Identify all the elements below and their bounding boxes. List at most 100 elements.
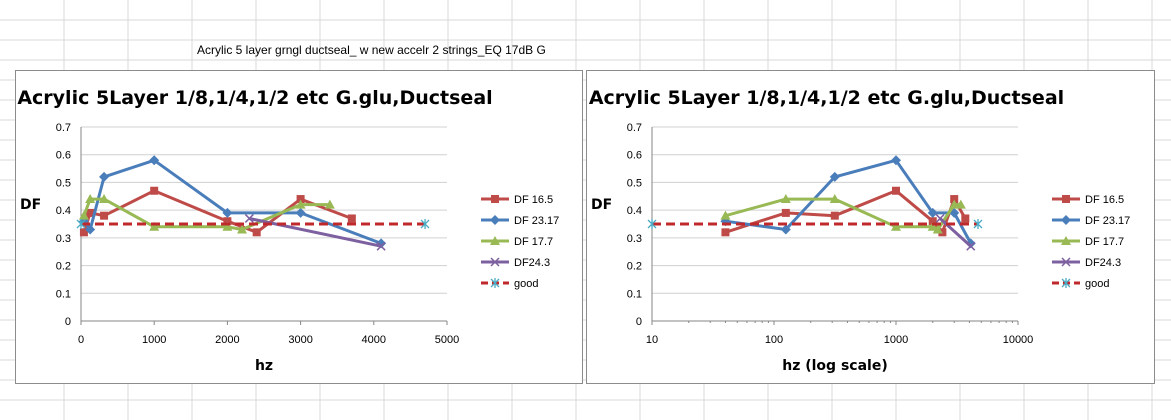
marker-df-17-7 — [927, 221, 938, 231]
y-axis-label: DF — [20, 197, 41, 213]
marker-df-17-7 — [149, 221, 160, 231]
y-tick-label: 0.7 — [56, 122, 71, 134]
legend-label: good — [1085, 278, 1109, 290]
marker-df-16-5 — [892, 186, 900, 195]
marker-df-23-17 — [295, 207, 306, 218]
x-tick-label: 100 — [765, 334, 783, 346]
x-tick-label: 0 — [78, 334, 84, 346]
marker-df-17-7 — [955, 199, 966, 209]
series-line-df-17-7 — [725, 197, 961, 231]
marker-df-17-7 — [780, 194, 791, 204]
marker-df-17-7 — [829, 194, 840, 204]
marker-df-23-17 — [891, 155, 901, 166]
y-tick-label: 0.2 — [56, 261, 71, 273]
chart-title: Acrylic 5Layer 1/8,1/4,1/2 etc G.glu,Duc… — [589, 87, 1064, 109]
chart-title: Acrylic 5Layer 1/8,1/4,1/2 etc G.glu,Duc… — [17, 87, 492, 109]
series-df-23-17 — [720, 155, 976, 249]
x-tick-label: 2000 — [215, 334, 239, 346]
marker-good — [973, 219, 983, 229]
x-tick-label: 10 — [646, 334, 658, 346]
x-tick-label: 10000 — [1003, 334, 1034, 346]
legend-item-df-23-17: DF 23.17 — [1052, 215, 1130, 227]
y-tick-label: 0.7 — [627, 122, 642, 134]
y-tick-label: 0.6 — [627, 150, 642, 162]
marker-good — [420, 219, 430, 229]
marker-good — [76, 219, 86, 229]
y-tick-label: 0.6 — [56, 150, 71, 162]
marker-df-23-17 — [490, 215, 500, 225]
marker-df-16-5 — [938, 228, 947, 237]
y-tick-label: 0.1 — [627, 288, 642, 300]
marker-df-16-5 — [1062, 195, 1070, 203]
y-tick-label: 0.2 — [627, 261, 642, 273]
marker-df-16-5 — [296, 195, 305, 204]
marker-df-23-17 — [1061, 215, 1071, 225]
marker-df-17-7 — [85, 194, 96, 204]
y-tick-label: 0.5 — [56, 177, 71, 189]
marker-df-23-17 — [222, 207, 233, 218]
marker-df-17-7 — [891, 221, 901, 231]
series-good — [647, 219, 983, 229]
y-tick-label: 0 — [636, 316, 642, 328]
x-tick-label: 4000 — [362, 334, 386, 346]
legend-label: DF24.3 — [1085, 257, 1121, 269]
y-tick-label: 0.5 — [627, 177, 642, 189]
chart-log-scale[interactable]: Acrylic 5Layer 1/8,1/4,1/2 etc G.glu,Duc… — [586, 70, 1155, 384]
marker-df-17-7 — [1061, 236, 1071, 245]
series-df-17-7 — [720, 194, 966, 234]
marker-df-17-7 — [932, 224, 943, 234]
marker-df-16-5 — [830, 211, 839, 220]
marker-df-23-17 — [927, 207, 938, 218]
marker-good — [647, 219, 657, 229]
marker-df-16-5 — [347, 214, 356, 223]
marker-df-23-17 — [99, 171, 110, 182]
marker-df-23-17 — [829, 171, 840, 182]
marker-df24-3 — [1061, 257, 1071, 267]
marker-df-17-7 — [949, 199, 960, 209]
legend-item-df24-3: DF24.3 — [481, 257, 550, 269]
marker-df-16-5 — [79, 228, 88, 237]
marker-df-16-5 — [721, 228, 730, 237]
legend-item-df-23-17: DF 23.17 — [481, 215, 559, 227]
y-tick-label: 0.3 — [56, 233, 71, 245]
marker-df-16-5 — [252, 228, 261, 237]
marker-df-17-7 — [324, 199, 335, 209]
series-line-df24-3 — [939, 217, 972, 248]
marker-df-16-5 — [491, 195, 499, 203]
marker-df-17-7 — [78, 210, 89, 220]
marker-df24-3 — [490, 257, 500, 267]
sheet-title: Acrylic 5 layer grngl ductseal_ w new ac… — [197, 43, 546, 57]
legend-label: DF 16.5 — [1085, 194, 1124, 206]
marker-df-23-17 — [149, 155, 160, 166]
marker-df24-3 — [376, 241, 386, 251]
legend-label: DF 17.7 — [514, 236, 553, 248]
chart-linear-svg: Acrylic 5Layer 1/8,1/4,1/2 etc G.glu,Duc… — [17, 87, 559, 374]
legend-label: good — [514, 278, 538, 290]
marker-df-16-5 — [223, 217, 232, 226]
x-tick-label: 1000 — [142, 334, 166, 346]
x-axis-label: hz — [255, 358, 273, 374]
x-tick-label: 5000 — [435, 334, 459, 346]
marker-df-17-7 — [237, 224, 248, 234]
marker-df-16-5 — [928, 217, 937, 226]
legend-label: DF 23.17 — [1085, 215, 1130, 227]
marker-good — [1061, 278, 1071, 288]
marker-df-16-5 — [781, 208, 790, 217]
legend-label: DF24.3 — [514, 257, 550, 269]
marker-df-23-17 — [85, 224, 96, 235]
marker-df24-3 — [966, 241, 976, 251]
chart-linear-scale[interactable]: Acrylic 5Layer 1/8,1/4,1/2 etc G.glu,Duc… — [15, 70, 583, 384]
chart-log-svg: Acrylic 5Layer 1/8,1/4,1/2 etc G.glu,Duc… — [589, 87, 1130, 374]
y-tick-label: 0.4 — [56, 205, 71, 217]
legend-item-df-16-5: DF 16.5 — [1052, 194, 1124, 206]
legend-label: DF 17.7 — [1085, 236, 1124, 248]
x-tick-label: 1000 — [884, 334, 908, 346]
legend-item-good: good — [1052, 278, 1109, 290]
marker-df-17-7 — [222, 221, 233, 231]
series-good — [76, 219, 430, 229]
legend-item-df-16-5: DF 16.5 — [481, 194, 553, 206]
series-line-df-23-17 — [82, 158, 382, 245]
series-df-16-5 — [79, 186, 356, 237]
legend-item-df-17-7: DF 17.7 — [1052, 236, 1124, 248]
y-tick-label: 0 — [65, 316, 71, 328]
